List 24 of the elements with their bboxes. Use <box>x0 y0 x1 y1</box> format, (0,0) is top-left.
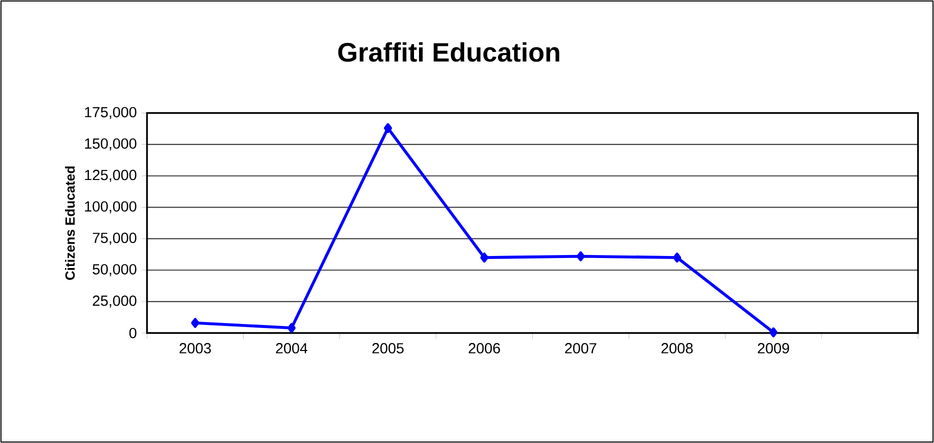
point <box>480 252 488 263</box>
point <box>769 327 778 338</box>
y-tick-label: 50,000 <box>92 264 136 276</box>
y-tick-label: 175,000 <box>85 106 136 120</box>
y-tick-label: 150,000 <box>85 138 136 150</box>
y-tick-label: 125,000 <box>85 170 136 182</box>
y-tick-label: 25,000 <box>92 296 136 308</box>
point <box>384 123 392 134</box>
y-tick-label: 0 <box>129 328 136 338</box>
x-tick-label: 2007 <box>565 343 596 354</box>
x-tick-label: 2006 <box>468 343 500 354</box>
chart-title: Graffiti Education <box>338 42 560 62</box>
x-tick-label: 2004 <box>276 343 308 354</box>
y-tick-label: 75,000 <box>92 232 136 245</box>
x-tick-label: 2003 <box>180 343 211 354</box>
point <box>673 252 682 263</box>
x-tick-label: 2009 <box>758 343 790 354</box>
point <box>191 318 200 328</box>
point <box>576 251 585 262</box>
x-tick-label: 2008 <box>661 343 693 354</box>
x-tick-label: 2005 <box>372 343 404 354</box>
y-tick-label: 100,000 <box>85 201 136 214</box>
y-axis-title: Citizens Educated <box>64 166 75 280</box>
point <box>288 323 296 333</box>
